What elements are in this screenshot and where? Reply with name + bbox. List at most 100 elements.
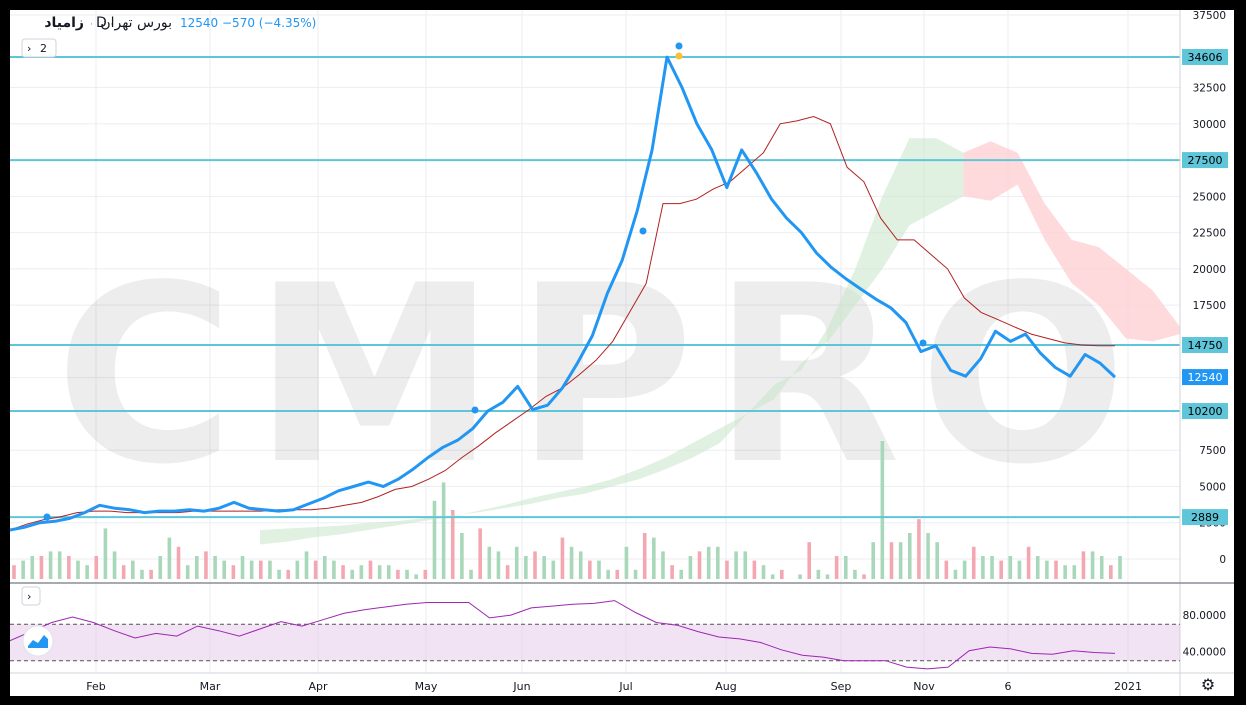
volume-bar [853, 569, 857, 579]
price-series[interactable] [10, 55, 1117, 532]
volume-bar [588, 560, 592, 579]
time-tick-label: May [415, 680, 438, 693]
time-tick-label: Nov [913, 680, 935, 693]
volume-bar [240, 556, 245, 579]
volume-bar [560, 537, 565, 579]
volume-bar [935, 542, 939, 579]
volume-bar [1109, 565, 1113, 579]
level-tag: 27500 [1188, 154, 1223, 167]
volume-bar [898, 542, 903, 579]
last-price-tag-bg [1182, 369, 1228, 386]
volume-bar [57, 551, 62, 579]
volume-bar [195, 556, 199, 579]
volume-bar [825, 574, 830, 579]
level-tag: 14750 [1188, 339, 1223, 352]
volume-bar [359, 565, 364, 579]
interval-label: D [96, 15, 107, 31]
volume-bar [716, 546, 720, 579]
volume-bar [652, 537, 656, 579]
volume-bar [990, 556, 994, 579]
price-tick-label: 5000 [1199, 481, 1226, 493]
gear-icon: ⚙ [1201, 675, 1215, 694]
volume-bar [396, 569, 400, 579]
price-markers [43, 42, 927, 521]
volume-bar [377, 565, 382, 579]
time-tick-label: Aug [715, 680, 736, 693]
volume-bar [907, 533, 912, 579]
volume-bar [94, 556, 99, 579]
time-axis[interactable]: Feb Mar Apr May Jun Jul Aug Sep Nov 6 2021 [86, 680, 1142, 693]
volume-bar [542, 556, 546, 579]
rsi-band [10, 624, 1180, 661]
volume-bar [249, 560, 254, 579]
volume-bar [679, 569, 684, 579]
volume-bar [816, 569, 821, 579]
volume-bar [85, 565, 89, 579]
volume-bar [1081, 551, 1086, 579]
volume-bar [469, 569, 473, 579]
price-tick-label: 22500 [1193, 228, 1226, 240]
level-tag: 10200 [1188, 405, 1223, 418]
marker [675, 52, 683, 60]
volume-bar [167, 537, 172, 579]
settings-gear-button[interactable]: ⚙ [1201, 675, 1215, 694]
last-price-tag: 12540 [1188, 371, 1223, 384]
symbol-name: زامیاد [44, 15, 84, 31]
price-chart[interactable]: CMPRO 3750032500300002500022500200001750… [10, 10, 1234, 696]
volume-bar [624, 546, 629, 579]
volume-bar [76, 560, 80, 579]
volume-bar [222, 560, 227, 579]
volume-bar [277, 569, 281, 579]
volume-bar [30, 556, 35, 579]
level-tag: 2889 [1191, 511, 1219, 524]
rsi-expand-button[interactable]: › [21, 586, 41, 606]
volume-bar [368, 560, 373, 579]
volume-bar [149, 569, 153, 579]
volume-bar [478, 528, 482, 579]
volume-bar [999, 560, 1003, 579]
level-tag-bg [1182, 48, 1228, 65]
level-tag: 34606 [1188, 51, 1223, 64]
volume-bar [1054, 560, 1058, 579]
volume-bar [734, 551, 738, 579]
volume-bar [322, 556, 327, 579]
volume-bar [185, 565, 190, 579]
symbol-legend[interactable]: زامیاد · D · بورس تهران 12540 −570 (−4.3… [44, 15, 316, 31]
tradingview-logo-button[interactable] [22, 625, 54, 657]
volume-bar [944, 560, 949, 579]
level-tag-bg [1182, 403, 1228, 420]
volume-bar [533, 551, 537, 579]
volume-bar [917, 519, 921, 579]
time-tick-label: Mar [200, 680, 221, 693]
volume-bar [405, 569, 409, 579]
level-tag-bg [1182, 152, 1228, 169]
volume-bar [926, 533, 930, 579]
volume-bar [505, 565, 510, 579]
chevron-right-icon: › [27, 42, 31, 55]
volume-bar [551, 560, 556, 579]
volume-bar [304, 551, 309, 579]
volume-bar [569, 546, 574, 579]
time-tick-label: Jul [618, 680, 632, 693]
volume-bar [871, 542, 876, 579]
volume-bar [880, 441, 885, 579]
volume-bar [1099, 556, 1104, 579]
chart-frame: CMPRO 37500 32500 30000 25000 22500 20000 1750… [10, 10, 1234, 696]
volume-bar [386, 565, 391, 579]
rsi-series[interactable] [10, 600, 1116, 670]
marker [675, 42, 683, 50]
volume-bar [862, 574, 866, 579]
chevron-right-icon: › [27, 590, 31, 603]
volume-bar [1017, 560, 1022, 579]
exchange-name: بورس تهران [100, 15, 172, 31]
last-price-value: 12540 [180, 16, 218, 30]
volume-bar [12, 565, 16, 579]
collapse-indicators-button[interactable]: › 2 [21, 38, 57, 58]
volume-bar [981, 556, 985, 579]
volume-bar [258, 560, 263, 579]
horizontal-levels[interactable] [10, 55, 1180, 519]
time-tick-label: Apr [308, 680, 328, 693]
cloud-bullish-area [260, 138, 964, 545]
volume-bar [286, 569, 291, 579]
time-tick-label: Feb [86, 680, 105, 693]
